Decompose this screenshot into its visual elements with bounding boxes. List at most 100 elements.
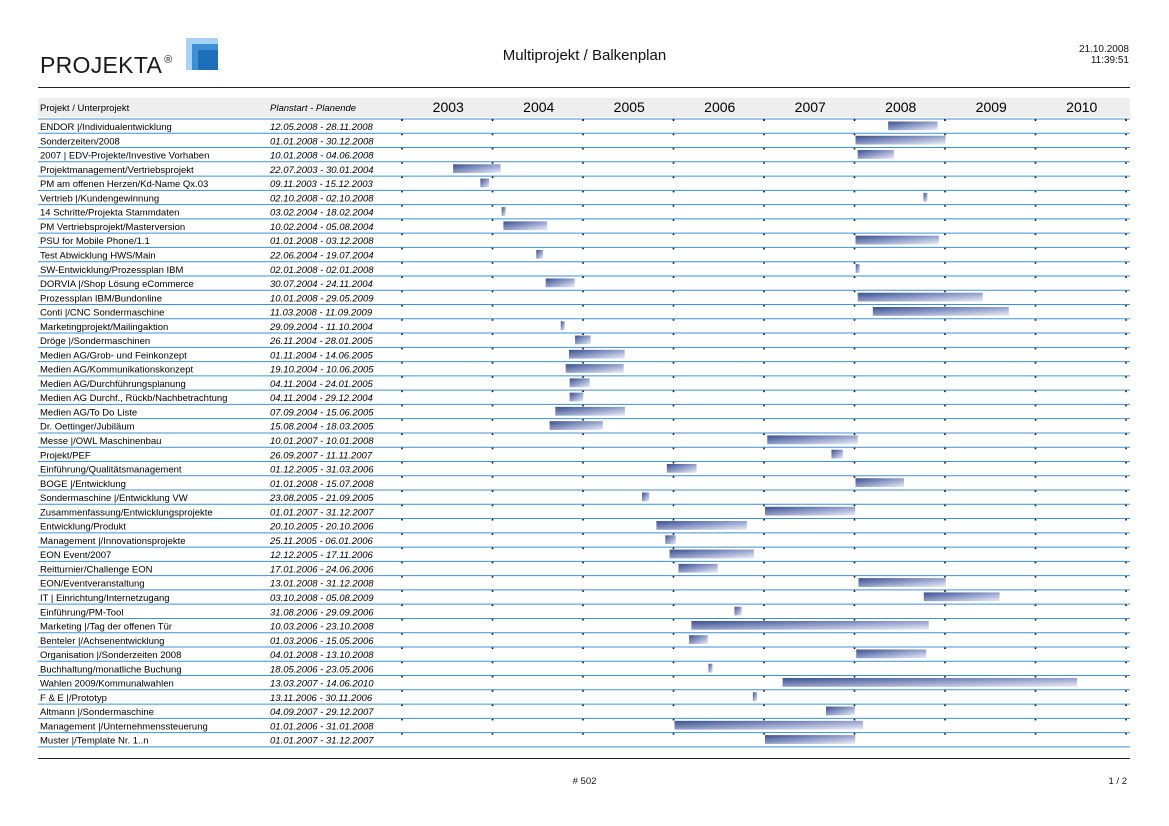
gantt-bar: [549, 421, 603, 430]
row-plan-dates: 10.01.2008 - 29.05.2009: [270, 293, 374, 304]
gantt-bar: [642, 492, 650, 502]
gantt-row: Reitturnier/Challenge EON 17.01.2006 - 24…: [38, 563, 1130, 577]
row-project-name: Sondermaschine |/Entwicklung VW: [40, 493, 188, 504]
gantt-row: Dröge |/Sondermaschinen 26.11.2004 - 28.0…: [38, 335, 1130, 348]
row-project-name: Zusammenfassung/Entwicklungsprojekte: [40, 507, 213, 518]
row-project-name: Marketing |/Tag der offenen Tür: [40, 622, 172, 633]
row-project-name: Test Abwicklung HWS/Main: [40, 251, 156, 262]
gantt-bar: [569, 392, 584, 402]
gantt-row: Management |/Innovationsprojekte 25.11.20…: [38, 535, 1130, 548]
row-plan-dates: 13.11.2006 - 30.11.2006: [270, 693, 373, 704]
logo-registered-mark: ®: [164, 54, 173, 66]
row-project-name: 2007 | EDV-Projekte/Investive Vorhaben: [40, 151, 209, 162]
row-project-name: Sonderzeiten/2008: [40, 136, 120, 147]
row-project-name: Buchhaltung/monatliche Buchung: [40, 664, 182, 675]
gantt-row: Sondermaschine |/Entwicklung VW 23.08.200…: [38, 492, 1130, 505]
gantt-bar: [666, 463, 697, 473]
row-plan-dates: 22.07.2003 - 30.01.2004: [269, 165, 374, 176]
row-project-name: DORVIA |/Shop Lösung eCommerce: [40, 279, 194, 290]
gantt-bar: [831, 449, 843, 459]
row-plan-dates: 10.02.2004 - 05.08.2004: [270, 222, 374, 233]
gantt-row: 14 Schritte/Projekta Stammdaten 03.02.200…: [38, 207, 1130, 220]
row-project-name: Marketingprojekt/Mailingaktion: [40, 322, 168, 333]
gantt-row: Zusammenfassung/Entwicklungsprojekte 01.0…: [38, 506, 1130, 520]
row-project-name: Muster |/Template Nr. 1..n: [40, 736, 149, 747]
row-project-name: Projektmanagement/Vertriebsprojekt: [40, 165, 194, 176]
gantt-row: Medien AG Durchf., Rückb/Nachbetrachtung…: [38, 392, 1130, 405]
gantt-bar: [555, 406, 625, 416]
row-plan-dates: 12.05.2008 - 28.11.2008: [270, 122, 374, 133]
year-label: 2009: [976, 99, 1007, 115]
row-project-name: Messe |/OWL Maschinenbau: [40, 436, 161, 447]
row-project-name: Entwicklung/Produkt: [40, 522, 126, 533]
gantt-bar: [855, 135, 946, 145]
row-plan-dates: 10.01.2008 - 04.06.2008: [270, 151, 374, 162]
gantt-bar: [568, 349, 625, 359]
gantt-row: EON Event/2007 12.12.2005 - 17.11.2006: [38, 549, 1130, 562]
row-project-name: Management |/Innovationsprojekte: [40, 536, 186, 547]
gantt-row: 2007 | EDV-Projekte/Investive Vorhaben 10…: [38, 150, 1130, 163]
row-project-name: EON Event/2007: [40, 550, 111, 561]
row-project-name: 14 Schritte/Projekta Stammdaten: [40, 208, 179, 219]
row-plan-dates: 04.01.2008 - 13.10.2008: [270, 650, 374, 661]
gantt-row: Management |/Unternehmenssteuerung 01.01.…: [38, 720, 1130, 734]
gantt-bar: [665, 535, 676, 545]
row-project-name: PM Vertriebsprojekt/Masterversion: [40, 222, 185, 233]
row-plan-dates: 11.03.2008 - 11.09.2009: [270, 308, 373, 319]
row-project-name: Reitturnier/Challenge EON: [40, 564, 153, 575]
row-project-name: IT | Einrichtung/Internetzugang: [40, 593, 170, 604]
gantt-bar: [782, 678, 1078, 687]
row-plan-dates: 01.01.2007 - 31.12.2007: [270, 736, 374, 747]
row-plan-dates: 04.11.2004 - 29.12.2004: [270, 393, 373, 404]
row-project-name: Prozessplan IBM/Bundonline: [40, 293, 162, 304]
row-plan-dates: 30.07.2004 - 24.11.2004: [270, 279, 373, 290]
gantt-bar: [503, 221, 548, 231]
gantt-row: Medien AG/To Do Liste 07.09.2004 - 15.06.…: [38, 406, 1130, 420]
page-title: Multiprojekt / Balkenplan: [502, 47, 667, 64]
row-project-name: Dröge |/Sondermaschinen: [40, 336, 150, 347]
gantt-bar: [858, 578, 946, 587]
gantt-row: EON/Eventveranstaltung 13.01.2008 - 31.12…: [38, 578, 1130, 591]
year-label: 2005: [614, 99, 645, 115]
gantt-row: Medien AG/Durchführungsplanung 04.11.2004…: [38, 378, 1130, 391]
row-plan-dates: 04.09.2007 - 29.12.2007: [270, 707, 374, 718]
gantt-bar: [856, 649, 927, 659]
row-plan-dates: 01.01.2008 - 15.07.2008: [270, 479, 374, 490]
gantt-row: PM Vertriebsprojekt/Masterversion 10.02.2…: [38, 221, 1130, 234]
gantt-row: Wahlen 2009/Kommunalwahlen 13.03.2007 - 1…: [38, 678, 1130, 691]
gantt-bar: [855, 235, 939, 245]
row-plan-dates: 13.03.2007 - 14.06.2010: [270, 679, 374, 690]
gantt-bar: [825, 706, 855, 716]
gantt-bar: [872, 307, 1009, 316]
row-project-name: BOGE |/Entwicklung: [40, 479, 126, 490]
gantt-bar: [669, 549, 754, 559]
row-project-name: Medien AG/Kommunikationskonzept: [40, 365, 193, 376]
row-plan-dates: 01.12.2005 - 31.03.2006: [270, 465, 374, 476]
gantt-bar: [857, 150, 894, 159]
logo-squares-icon: [186, 38, 218, 70]
row-project-name: Medien AG/Grob- und Feinkonzept: [40, 350, 187, 361]
gantt-row: DORVIA |/Shop Lösung eCommerce 30.07.2004…: [38, 278, 1130, 291]
column-header-band: [38, 98, 1130, 117]
gantt-bar: [708, 663, 713, 673]
year-label: 2010: [1066, 99, 1097, 115]
row-plan-dates: 07.09.2004 - 15.06.2005: [270, 407, 374, 418]
gantt-row: F & E |/Prototyp 13.11.2006 - 30.11.2006: [38, 692, 1130, 705]
gantt-row: Vertrieb |/Kundengewinnung 02.10.2008 - 0…: [38, 192, 1130, 206]
row-plan-dates: 03.10.2008 - 05.08.2009: [270, 593, 374, 604]
gantt-row: Messe |/OWL Maschinenbau 10.01.2007 - 10.…: [38, 435, 1130, 448]
gantt-bar: [678, 563, 718, 573]
gantt-bar: [656, 521, 747, 530]
gantt-row: PM am offenen Herzen/Kd-Name Qx.03 09.11.…: [38, 178, 1130, 191]
year-label: 2008: [885, 99, 916, 115]
gantt-row: Projekt/PEF 26.09.2007 - 11.11.2007: [38, 449, 1130, 462]
year-label: 2003: [433, 99, 464, 115]
gantt-row: Marketing |/Tag der offenen Tür 10.03.200…: [38, 620, 1130, 634]
gantt-bar: [565, 364, 624, 373]
gantt-row: PSU for Mobile Phone/1.1 01.01.2008 - 03.…: [38, 235, 1130, 248]
gantt-row: Sonderzeiten/2008 01.01.2008 - 30.12.2008: [38, 135, 1130, 149]
gantt-bar: [857, 292, 983, 302]
row-project-name: Altmann |/Sondermaschine: [40, 707, 154, 718]
print-date: 21.10.2008: [1078, 44, 1129, 55]
gantt-bar: [855, 264, 860, 273]
